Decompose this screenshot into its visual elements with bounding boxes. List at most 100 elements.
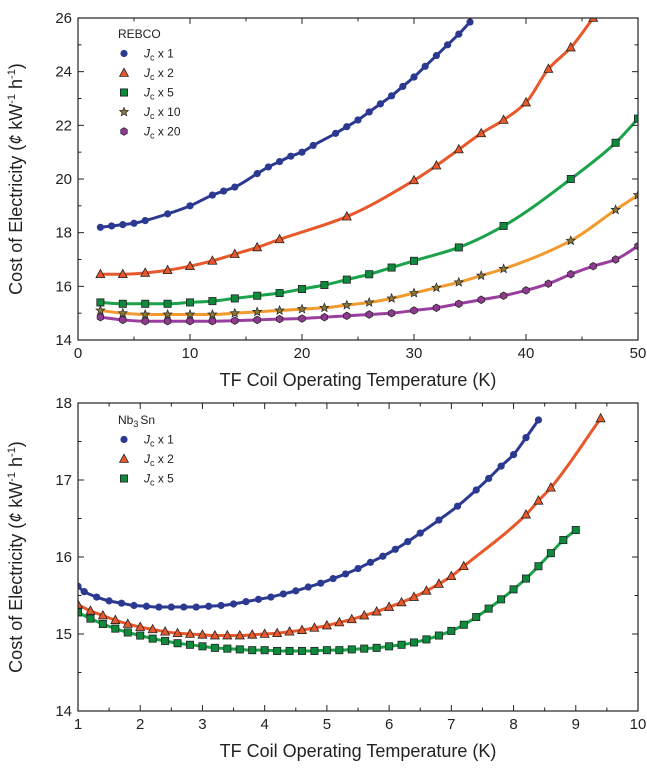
data-point-s5-3 — [141, 317, 149, 326]
legend-label-2: Jc x 2 — [143, 66, 174, 82]
data-point-s3-3 — [98, 619, 107, 628]
data-point-s3-20 — [310, 646, 319, 655]
data-point-s1-12 — [264, 163, 272, 171]
data-point-s2-34 — [533, 495, 544, 505]
data-point-s3-11 — [320, 280, 329, 289]
y-label-close: ) — [6, 63, 26, 69]
series-line-2 — [78, 416, 603, 638]
legend-label-base: J — [143, 452, 151, 466]
data-point-s4-21 — [610, 204, 621, 215]
x-tick-label: 4 — [260, 716, 268, 733]
y-tick-label: 17 — [55, 472, 72, 489]
data-point-s3-11 — [198, 642, 207, 651]
data-point-s3-24 — [360, 644, 369, 653]
x-tick-label: 30 — [406, 345, 423, 362]
data-point-s1-35 — [509, 450, 518, 459]
data-point-s1-21 — [376, 100, 384, 108]
data-point-s2-25 — [371, 606, 382, 616]
data-point-s3-10 — [297, 285, 306, 294]
legend-label-sub: c — [150, 72, 155, 82]
data-point-s1-10 — [180, 603, 188, 611]
data-point-s5-10 — [298, 314, 306, 323]
data-point-s3-32 — [459, 620, 468, 629]
y-tick-label: 15 — [55, 626, 72, 643]
data-point-s4-5 — [184, 308, 196, 320]
data-point-s1-27 — [444, 41, 452, 49]
data-point-s2-27 — [396, 596, 407, 607]
data-point-s2-7 — [229, 248, 240, 258]
data-point-s1-33 — [485, 474, 493, 483]
data-point-s1-14 — [287, 152, 295, 160]
data-point-s5-1 — [96, 312, 105, 322]
legend-label-sub: c — [150, 92, 155, 102]
legend-label-4: Jc x 10 — [143, 105, 181, 121]
data-point-s3-6 — [136, 631, 145, 640]
data-point-s3-8 — [161, 636, 170, 645]
data-point-s3-10 — [185, 640, 194, 649]
y-tick-label: 22 — [55, 117, 72, 134]
legend-marker-2 — [118, 453, 130, 463]
data-point-s1-28 — [404, 538, 412, 546]
data-point-s1-18 — [343, 123, 351, 131]
data-point-s2-19 — [588, 18, 599, 22]
data-point-s2-21 — [321, 619, 332, 630]
legend-label-rest: x 2 — [155, 66, 175, 80]
data-point-s3-8 — [253, 291, 262, 300]
data-point-s1-2 — [80, 588, 88, 596]
data-point-s3-15 — [409, 256, 418, 265]
y-tick-label: 16 — [55, 278, 72, 295]
data-point-s4-1 — [95, 304, 106, 315]
data-point-s4-3 — [139, 308, 151, 320]
data-point-s3-19 — [297, 646, 306, 655]
data-point-s2-31 — [446, 570, 457, 581]
data-point-s2-19 — [296, 624, 308, 634]
legend-marker-5 — [120, 127, 128, 136]
data-point-s2-17 — [272, 627, 283, 638]
data-point-s3-37 — [522, 574, 531, 583]
data-point-s1-17 — [267, 593, 275, 601]
legend-title-text: REBCO — [118, 27, 161, 41]
data-point-s2-13 — [222, 629, 233, 640]
data-point-s1-8 — [208, 191, 216, 199]
data-point-s5-17 — [455, 299, 463, 308]
data-point-s3-38 — [534, 562, 543, 571]
data-point-s4-11 — [319, 302, 330, 313]
data-point-s2-16 — [520, 96, 532, 107]
legend-label-base: J — [143, 125, 151, 139]
data-point-s4-16 — [431, 282, 442, 293]
x-tick-label: 5 — [323, 716, 331, 733]
y-axis-label: Cost of Electricity (¢ kW-1 h-1) — [6, 441, 26, 673]
data-point-s4-2 — [117, 307, 129, 318]
data-point-s2-20 — [309, 622, 320, 632]
data-point-s2-6 — [207, 255, 218, 265]
data-point-s2-10 — [341, 210, 352, 221]
data-point-s1-20 — [365, 108, 373, 116]
legend-label-rest: x 2 — [155, 452, 175, 466]
data-point-s5-15 — [410, 306, 418, 315]
data-point-s2-3 — [140, 267, 151, 277]
data-point-s5-20 — [522, 286, 530, 295]
data-point-s1-24 — [410, 73, 418, 81]
data-point-s4-10 — [296, 303, 308, 314]
data-point-s2-16 — [259, 628, 270, 638]
data-point-s3-9 — [173, 639, 182, 648]
legend-label-rest: x 1 — [155, 47, 175, 61]
legend-label-sub: c — [150, 439, 155, 449]
data-point-s1-2 — [108, 222, 116, 230]
data-point-s1-5 — [117, 599, 126, 607]
data-point-s2-2 — [117, 268, 128, 279]
x-axis-label: TF Coil Operating Temperature (K) — [220, 370, 497, 390]
data-point-s1-26 — [432, 51, 440, 60]
data-point-s5-4 — [163, 317, 172, 326]
legend-marker-4 — [118, 106, 130, 117]
data-point-s3-12 — [342, 275, 351, 284]
legend-label-1: Jc x 1 — [143, 433, 174, 449]
data-point-s5-25 — [634, 241, 638, 251]
data-point-s2-5 — [184, 260, 196, 271]
data-point-s3-7 — [230, 294, 239, 303]
legend-title-base: Nb — [118, 413, 134, 427]
y-label-main: Cost of Electricity ( — [6, 523, 26, 673]
legend-marker-2 — [118, 67, 130, 77]
data-point-s5-12 — [343, 311, 351, 321]
